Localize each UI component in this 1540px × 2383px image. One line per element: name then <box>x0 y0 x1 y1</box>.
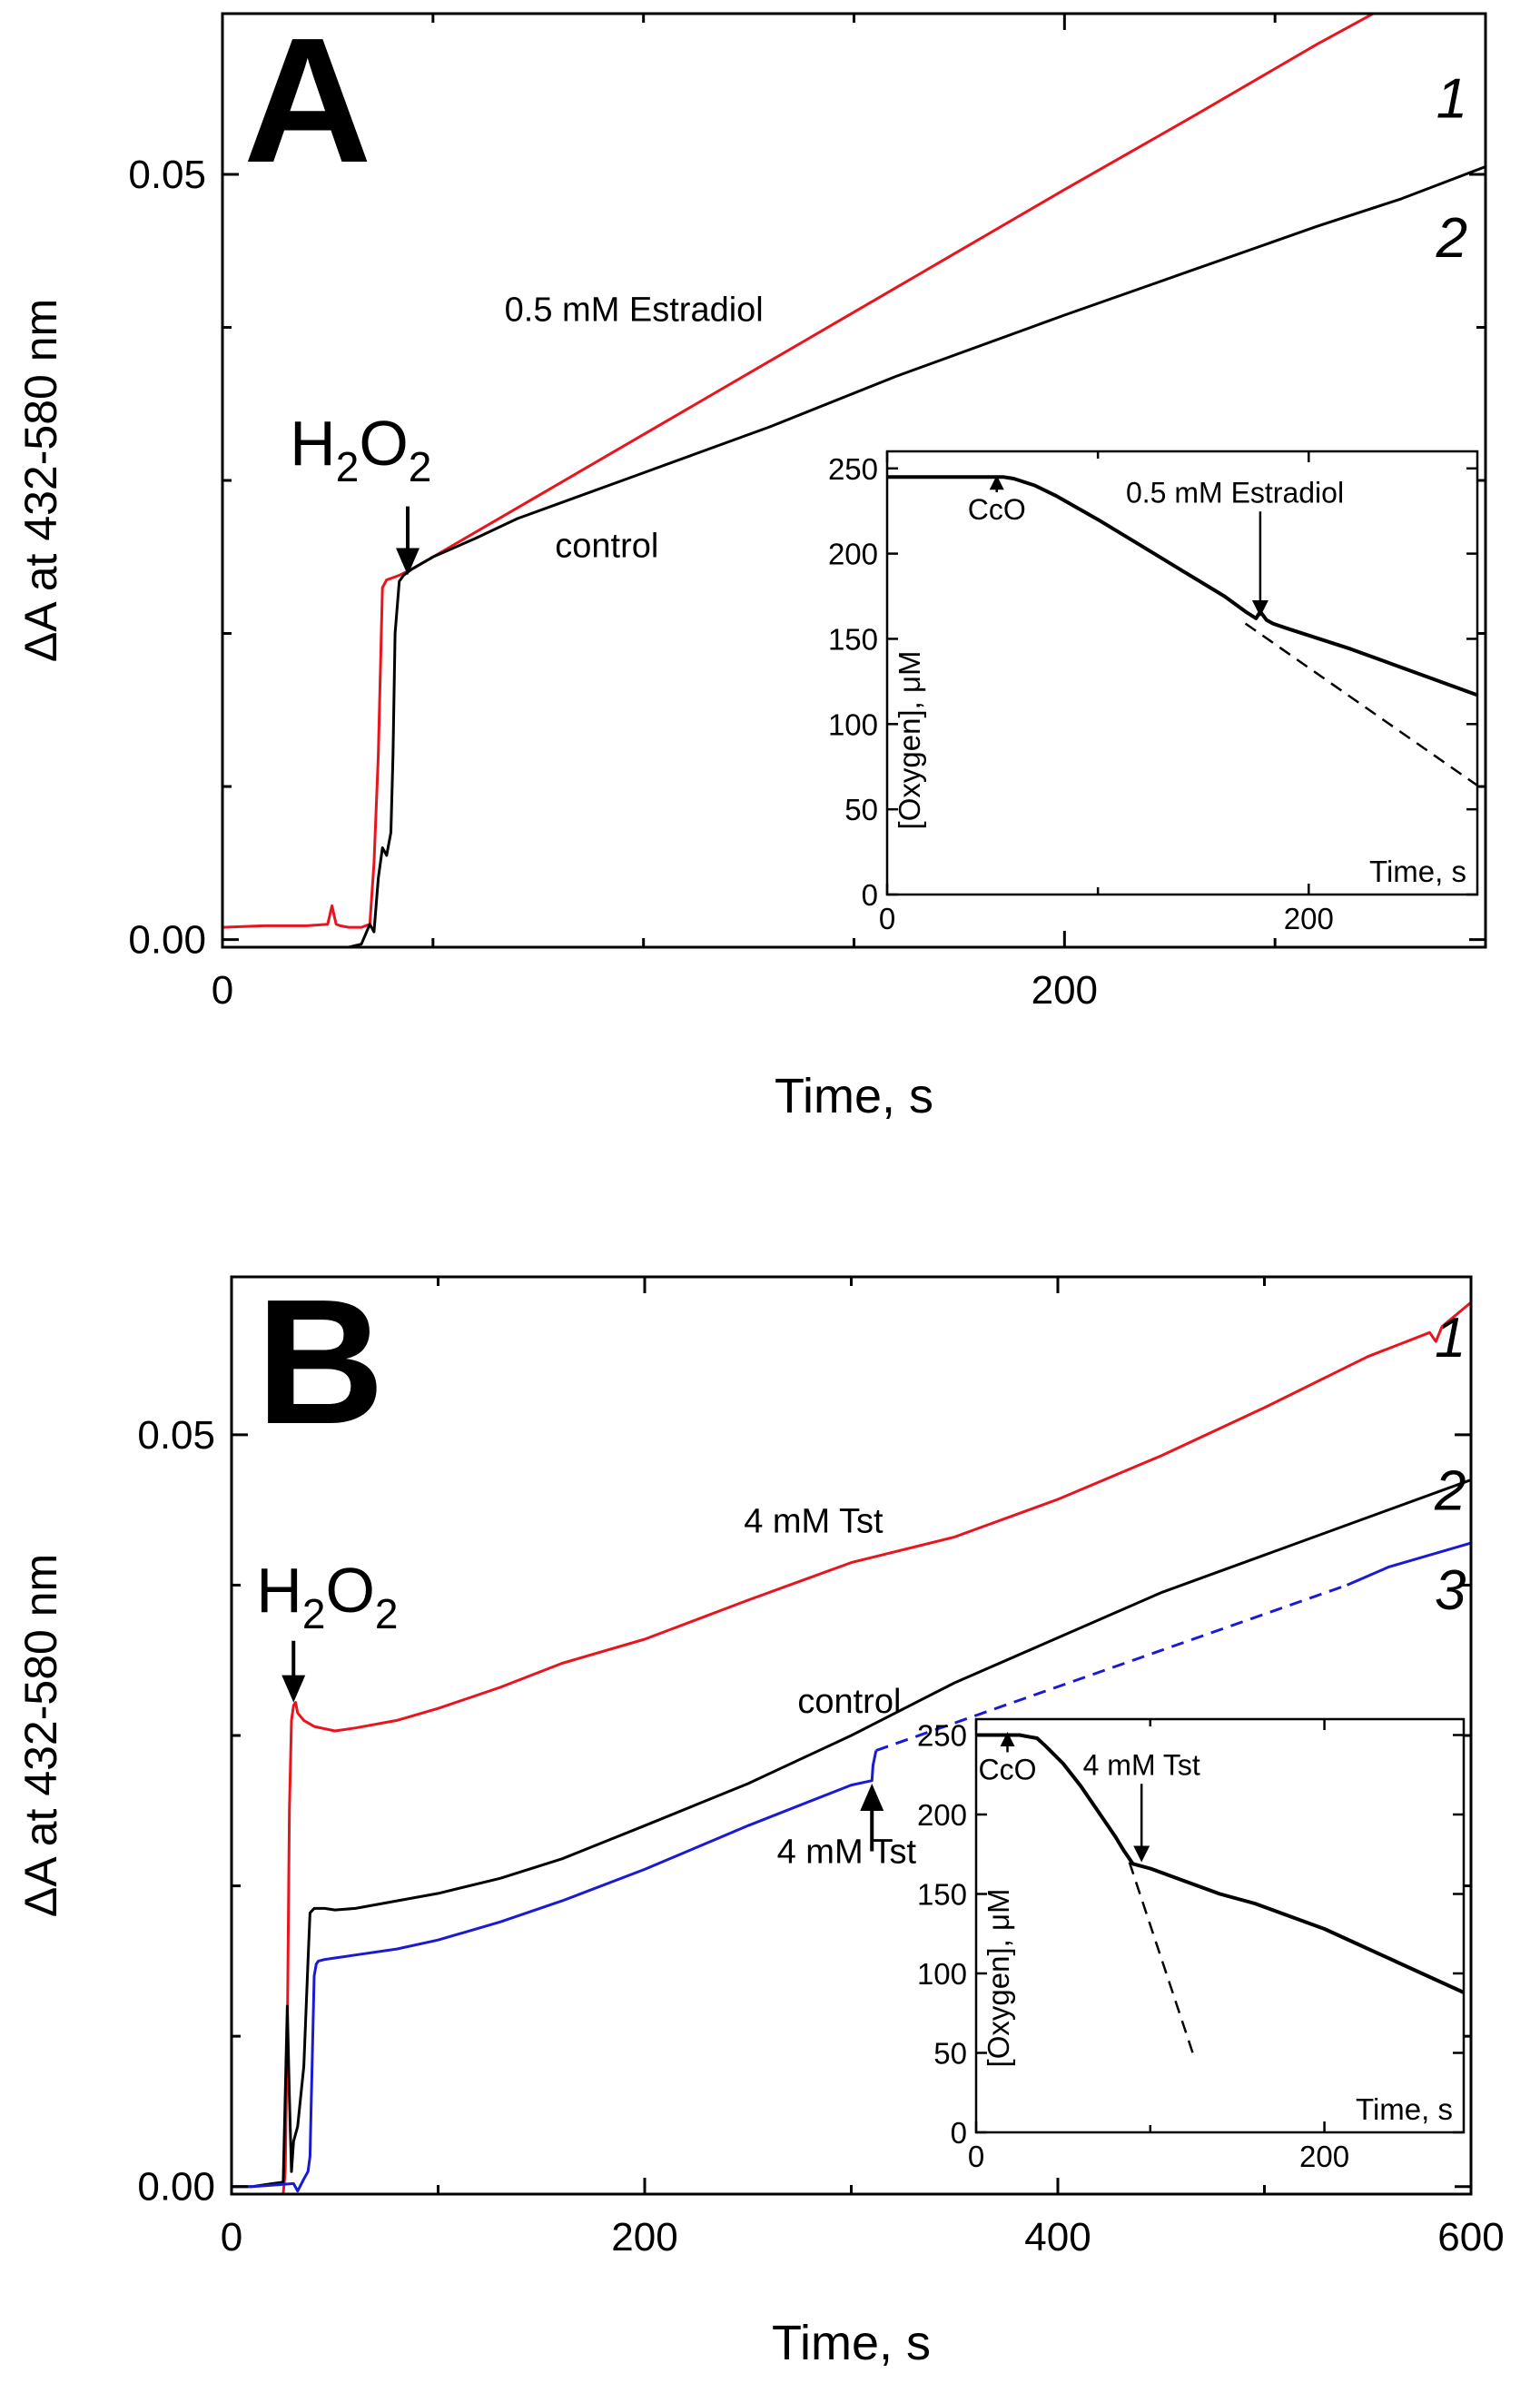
x-tick-label: 400 <box>1024 2215 1091 2259</box>
x-tick-label: 0 <box>212 968 233 1013</box>
inset-y-tick-label: 50 <box>933 2037 967 2071</box>
panel-letter: A <box>243 1 372 200</box>
y-axis-label: ΔA at 432-580 nm <box>15 1554 66 1917</box>
h2o2-h: H <box>290 408 336 479</box>
h2o2-arrow-head <box>281 1675 306 1703</box>
x-axis-label: Time, s <box>775 1069 933 1123</box>
inset-y-axis-label: [Oxygen], μM <box>893 651 926 830</box>
curve-label-3: 3 <box>1435 1559 1466 1622</box>
inset-series-oxygen <box>887 475 1478 697</box>
h2o2-arrow-head <box>396 548 420 576</box>
inset-x-axis-label: Time, s <box>1369 855 1466 888</box>
inset: 0 200 0 50 100 150 200 250 Time, s [Oxygen], μM Cc… <box>917 1717 1466 2173</box>
inset-y-tick-label: 150 <box>828 622 878 656</box>
annotation-label: control <box>797 1683 901 1721</box>
inset-frame <box>885 450 1479 896</box>
h2o2-o: O <box>359 408 408 479</box>
h2o2-sub1: 2 <box>302 1590 326 1637</box>
y-axis-label: ΔA at 432-580 nm <box>15 299 66 662</box>
inset-y-tick-label: 250 <box>828 452 878 486</box>
x-tick-label: 600 <box>1437 2215 1504 2259</box>
inset-x-tick-label: 200 <box>1299 2140 1349 2173</box>
inset-arrow-head <box>1000 1732 1015 1746</box>
x-tick-label: 200 <box>611 2215 677 2259</box>
inset-arrow-head <box>1133 1845 1150 1863</box>
h2o2-o: O <box>325 1555 374 1626</box>
series-line-3-tail <box>1346 1541 1471 1587</box>
h2o2-sub1: 2 <box>336 443 360 490</box>
inset-series-extrapolation <box>1128 1862 1195 2057</box>
inset-y-tick-label: 150 <box>917 1878 967 1912</box>
annotation-label: 0.5 mM Estradiol <box>505 292 764 330</box>
h2o2-h: H <box>256 1555 302 1626</box>
curve-label-2: 2 <box>1434 1460 1466 1523</box>
inset-x-tick-label: 200 <box>1284 902 1334 935</box>
y-tick-label: 0.00 <box>137 2165 215 2210</box>
series-group <box>232 1300 1471 2194</box>
y-tick-label: 0.05 <box>128 153 206 197</box>
h2o2-label: H2O2 <box>290 408 431 490</box>
inset-series-extrapolation <box>1244 622 1478 786</box>
x-axis-label: Time, s <box>772 2316 931 2370</box>
inset-series-oxygen <box>976 1733 1465 1994</box>
inset-arrow-head <box>1251 600 1269 618</box>
inset-y-tick-label: 250 <box>917 1719 967 1753</box>
inset-annotation: 4 mM Tst <box>1083 1748 1200 1781</box>
inset-y-tick-label: 100 <box>828 707 878 741</box>
series-line-2 <box>232 1478 1471 2189</box>
series-line-2 <box>348 165 1486 947</box>
series-group <box>222 14 1486 947</box>
annotation-label: 4 mM Tst <box>744 1502 884 1540</box>
h2o2-sub2: 2 <box>409 443 432 490</box>
y-tick-label: 0.05 <box>137 1413 215 1458</box>
series-line-1 <box>222 14 1377 929</box>
tst-arrow-head <box>860 1783 884 1811</box>
x-tick-label: 200 <box>1032 968 1098 1013</box>
y-tick-label: 0.00 <box>128 918 206 963</box>
inset: 0 200 0 50 100 150 200 250 Time, s [Oxygen], μM Cc… <box>828 450 1479 935</box>
inset-y-tick-label: 200 <box>828 538 878 571</box>
series-line-1 <box>232 1300 1471 2194</box>
inset-y-tick-label: 0 <box>862 878 878 912</box>
inset-y-tick-label: 100 <box>917 1957 967 1991</box>
inset-y-tick-label: 0 <box>951 2116 967 2150</box>
inset-x-axis-label: Time, s <box>1356 2092 1453 2126</box>
h2o2-sub2: 2 <box>375 1590 399 1637</box>
inset-annotation: CcO <box>968 493 1026 526</box>
inset-annotation: 0.5 mM Estradiol <box>1126 476 1344 509</box>
panel-letter: B <box>256 1262 385 1461</box>
annotation-label: 4 mM Tst <box>777 1834 917 1872</box>
curve-label-1: 1 <box>1436 68 1467 131</box>
h2o2-label: H2O2 <box>256 1555 398 1637</box>
series-line-3 <box>232 1750 878 2193</box>
inset-frame <box>974 1717 1466 2134</box>
inset-annotation: CcO <box>979 1754 1037 1786</box>
inset-arrow-head <box>989 475 1004 490</box>
inset-x-tick-label: 0 <box>879 902 895 935</box>
curve-label-2: 2 <box>1436 207 1467 270</box>
curve-label-1: 1 <box>1435 1307 1466 1369</box>
inset-y-tick-label: 200 <box>917 1798 967 1832</box>
inset-y-tick-label: 50 <box>844 793 878 826</box>
x-tick-label: 0 <box>221 2215 242 2259</box>
annotation-label: control <box>555 527 658 565</box>
inset-x-tick-label: 0 <box>968 2140 984 2173</box>
inset-y-axis-label: [Oxygen], μM <box>982 1889 1015 2068</box>
